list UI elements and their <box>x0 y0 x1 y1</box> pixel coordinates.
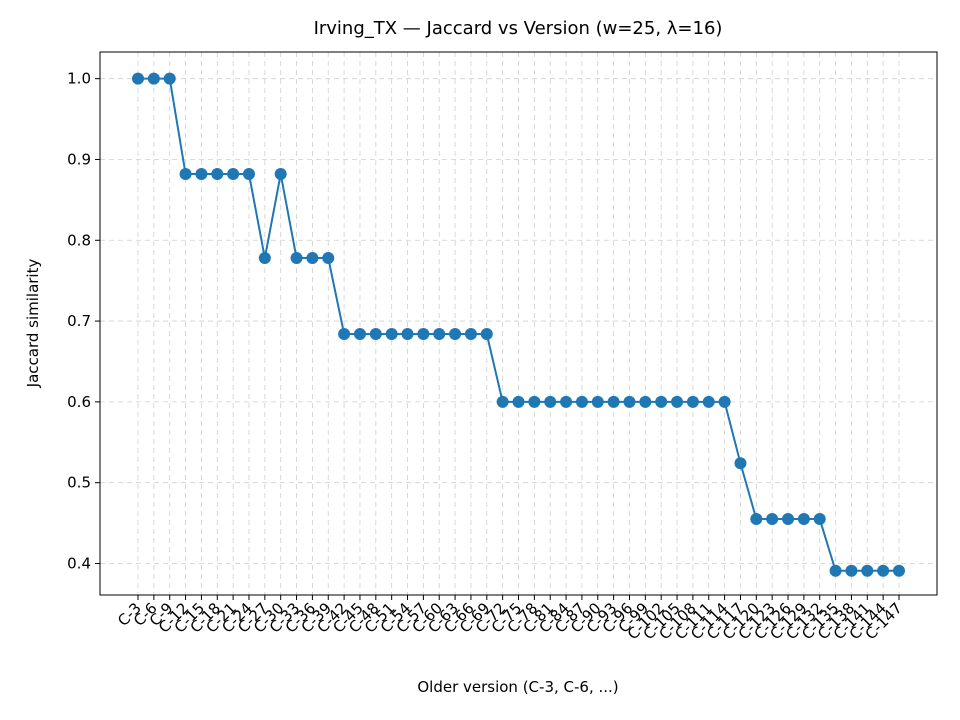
point <box>353 328 366 341</box>
point <box>147 72 160 85</box>
point <box>782 513 795 526</box>
y-tick-label: 1.0 <box>67 70 91 88</box>
point <box>671 395 684 408</box>
point <box>433 328 446 341</box>
point <box>195 168 208 181</box>
point <box>211 168 224 181</box>
y-tick-label: 0.7 <box>67 312 91 330</box>
point <box>639 395 652 408</box>
point <box>655 395 668 408</box>
point <box>496 395 509 408</box>
point <box>449 328 462 341</box>
point <box>179 168 192 181</box>
point <box>702 395 715 408</box>
point <box>686 395 699 408</box>
point <box>242 168 255 181</box>
point <box>797 513 810 526</box>
point <box>623 395 636 408</box>
chart-title: Irving_TX — Jaccard vs Version (w=25, λ=… <box>314 18 723 39</box>
point <box>829 564 842 577</box>
point <box>607 395 620 408</box>
point <box>480 328 493 341</box>
point <box>338 328 351 341</box>
point <box>528 395 541 408</box>
point <box>322 252 335 265</box>
point <box>560 395 573 408</box>
point <box>369 328 382 341</box>
point <box>750 513 763 526</box>
point <box>258 252 271 265</box>
x-axis-label: Older version (C-3, C-6, ...) <box>417 678 618 696</box>
plot-frame <box>99 51 938 596</box>
point <box>417 328 430 341</box>
y-tick-label: 0.4 <box>67 554 91 572</box>
point <box>401 328 414 341</box>
point <box>861 564 874 577</box>
y-tick-label: 0.9 <box>67 150 91 168</box>
point <box>290 252 303 265</box>
point <box>227 168 240 181</box>
point <box>877 564 890 577</box>
point <box>385 328 398 341</box>
point <box>893 564 905 577</box>
point <box>845 564 858 577</box>
point <box>766 513 779 526</box>
point <box>591 395 604 408</box>
point <box>274 168 287 181</box>
point <box>734 457 747 470</box>
point <box>306 252 319 265</box>
point <box>512 395 525 408</box>
y-axis-label: Jaccard similarity <box>24 259 42 389</box>
y-tick-label: 0.5 <box>67 474 91 492</box>
y-tick-label: 0.8 <box>67 231 91 249</box>
point <box>813 513 826 526</box>
point <box>718 395 731 408</box>
point <box>544 395 557 408</box>
point <box>464 328 477 341</box>
point <box>575 395 588 408</box>
point <box>132 72 144 85</box>
point <box>163 72 176 85</box>
y-tick-label: 0.6 <box>67 393 91 411</box>
